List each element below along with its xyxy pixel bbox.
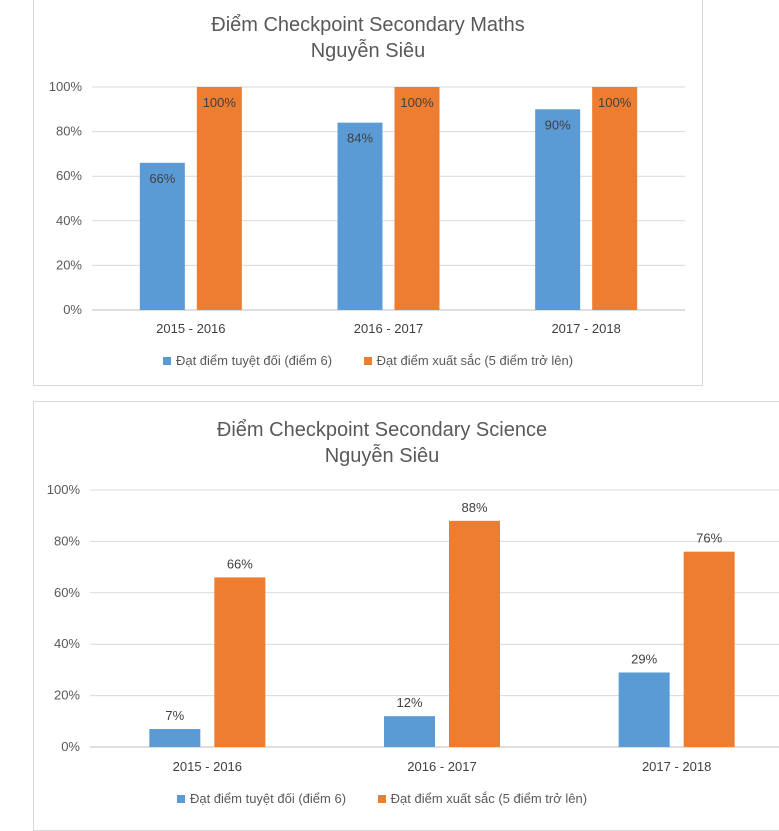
science-data-label: 76%: [696, 531, 722, 546]
maths-y-tick-label: 80%: [56, 124, 82, 139]
science-data-label: 66%: [227, 556, 253, 571]
science-y-tick-label: 80%: [54, 533, 80, 548]
science-bar: [449, 520, 500, 747]
maths-legend: Đạt điểm tuyệt đối (điểm 6) Đạt điểm xuấ…: [34, 353, 702, 368]
maths-bar: [535, 109, 581, 310]
maths-bar: [196, 87, 242, 310]
science-legend: Đạt điểm tuyệt đối (điểm 6) Đạt điểm xuấ…: [34, 791, 779, 806]
maths-y-tick-label: 20%: [56, 257, 82, 272]
maths-data-label: 100%: [400, 95, 434, 110]
maths-title-line-1: Điểm Checkpoint Secondary Maths: [211, 14, 525, 36]
maths-y-tick-label: 100%: [49, 79, 83, 94]
science-data-label: 29%: [631, 651, 657, 666]
maths-bar: [394, 87, 440, 310]
maths-legend-item-series-1: Đạt điểm tuyệt đối (điểm 6): [162, 353, 333, 368]
science-legend-item-series-2: Đạt điểm xuất sắc (5 điểm trở lên): [377, 791, 588, 806]
maths-category-label: 2016 - 2017: [354, 321, 423, 336]
maths-data-label: 100%: [598, 95, 632, 110]
science-bar: [214, 577, 266, 747]
maths-bar: [139, 162, 185, 310]
science-bar: [683, 551, 735, 747]
science-category-label: 2015 - 2016: [173, 759, 242, 774]
maths-legend-label-2: Đạt điểm xuất sắc (5 điểm trở lên): [376, 353, 574, 368]
science-title-line-1: Điểm Checkpoint Secondary Science: [216, 419, 548, 441]
legend-swatch-blue: [176, 795, 185, 803]
science-data-label: 12%: [396, 695, 422, 710]
science-chart-title: Điểm Checkpoint Secondary Science Nguyễn…: [34, 417, 779, 469]
maths-bar: [592, 87, 638, 310]
science-data-label: 7%: [165, 708, 184, 723]
maths-chart-panel: Điểm Checkpoint Secondary Maths Nguyễn S…: [33, 0, 703, 386]
maths-data-label: 100%: [203, 95, 237, 110]
science-bar-chart: 0% 20% 40% 60% 80% 100% 7% 66% 2015 - 2016 12% 88%…: [47, 482, 779, 774]
science-legend-label-1: Đạt điểm tuyệt đối (điểm 6): [189, 791, 347, 806]
maths-y-tick-label: 40%: [56, 213, 82, 228]
science-y-tick-label: 60%: [54, 585, 80, 600]
science-bar: [384, 716, 435, 747]
maths-chart-title: Điểm Checkpoint Secondary Maths Nguyễn S…: [34, 12, 702, 64]
maths-category-label: 2015 - 2016: [156, 321, 225, 336]
science-category-label: 2016 - 2017: [407, 759, 476, 774]
maths-bar-chart: 0% 20% 40% 60% 80% 100% 66% 100% 2015 - 2016 84% 1…: [49, 79, 685, 336]
science-title-line-2: Nguyễn Siêu: [324, 445, 440, 467]
science-y-tick-label: 0%: [61, 739, 80, 754]
science-y-tick-label: 100%: [47, 482, 81, 497]
science-legend-label-2: Đạt điểm xuất sắc (5 điểm trở lên): [390, 791, 588, 806]
legend-swatch-orange: [363, 357, 372, 365]
science-data-label: 88%: [461, 500, 487, 515]
maths-title-line-2: Nguyễn Siêu: [310, 40, 426, 62]
science-category-label: 2017 - 2018: [642, 759, 711, 774]
legend-swatch-orange: [377, 795, 386, 803]
maths-data-label: 90%: [545, 117, 571, 132]
maths-legend-item-series-2: Đạt điểm xuất sắc (5 điểm trở lên): [363, 353, 574, 368]
science-bar: [149, 729, 201, 747]
maths-data-label: 84%: [347, 131, 373, 146]
maths-y-tick-label: 0%: [63, 302, 82, 317]
maths-bar: [337, 122, 383, 311]
maths-category-label: 2017 - 2018: [551, 321, 620, 336]
maths-y-tick-label: 60%: [56, 168, 82, 183]
science-y-tick-label: 20%: [54, 688, 80, 703]
science-bar: [618, 672, 670, 747]
science-chart-panel: Điểm Checkpoint Secondary Science Nguyễn…: [33, 401, 779, 831]
maths-legend-label-1: Đạt điểm tuyệt đối (điểm 6): [175, 353, 333, 368]
maths-data-label: 66%: [149, 171, 175, 186]
legend-swatch-blue: [162, 357, 171, 365]
science-y-tick-label: 40%: [54, 636, 80, 651]
science-legend-item-series-1: Đạt điểm tuyệt đối (điểm 6): [176, 791, 347, 806]
